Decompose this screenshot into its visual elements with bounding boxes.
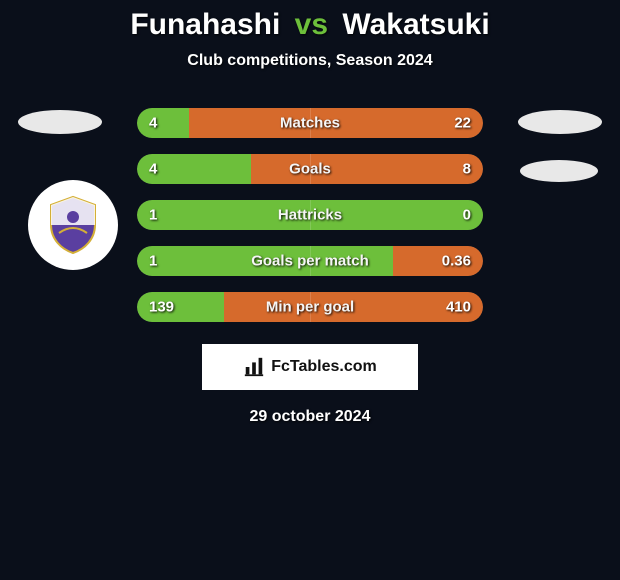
stat-value-p1: 4: [149, 161, 157, 178]
stat-label: Matches: [280, 115, 340, 132]
stat-value-p2: 410: [446, 299, 471, 316]
stat-value-p1: 4: [149, 115, 157, 132]
stat-value-p1: 139: [149, 299, 174, 316]
promo-text: FcTables.com: [271, 358, 377, 376]
player2-avatar-placeholder: [518, 110, 602, 134]
stat-row: 4 8 Goals: [137, 154, 483, 184]
stat-label: Hattricks: [278, 207, 342, 224]
stat-fill-p1: [137, 108, 189, 138]
stat-row: 139 410 Min per goal: [137, 292, 483, 322]
stat-value-p1: 1: [149, 253, 157, 270]
title-vs: vs: [295, 8, 328, 41]
stat-bars: 4 22 Matches 4 8 Goals 1 0 Hattricks 1 0.36 Goals p…: [137, 108, 483, 322]
stat-value-p2: 22: [454, 115, 471, 132]
stat-label: Min per goal: [266, 299, 354, 316]
stat-value-p2: 0.36: [442, 253, 471, 270]
player2-avatar-placeholder-2: [520, 160, 598, 182]
comparison-body: 4 22 Matches 4 8 Goals 1 0 Hattricks 1 0.36 Goals p…: [0, 108, 620, 322]
stat-row: 1 0 Hattricks: [137, 200, 483, 230]
shield-icon: [41, 193, 105, 257]
promo-banner[interactable]: FcTables.com: [202, 344, 418, 390]
stat-row: 1 0.36 Goals per match: [137, 246, 483, 276]
comparison-infographic: Funahashi vs Wakatsuki Club competitions…: [0, 0, 620, 580]
stat-row: 4 22 Matches: [137, 108, 483, 138]
bar-chart-icon: [243, 356, 265, 378]
subtitle: Club competitions, Season 2024: [0, 52, 620, 70]
title-player2: Wakatsuki: [342, 8, 489, 41]
stat-value-p1: 1: [149, 207, 157, 224]
stat-value-p2: 0: [463, 207, 471, 224]
page-title: Funahashi vs Wakatsuki: [0, 0, 620, 42]
stat-label: Goals: [289, 161, 331, 178]
player1-avatar-placeholder: [18, 110, 102, 134]
stat-label: Goals per match: [251, 253, 369, 270]
stat-value-p2: 8: [463, 161, 471, 178]
date-label: 29 october 2024: [0, 408, 620, 426]
stat-fill-p2: [251, 154, 483, 184]
player1-club-badge: [28, 180, 118, 270]
title-player1: Funahashi: [130, 8, 280, 41]
